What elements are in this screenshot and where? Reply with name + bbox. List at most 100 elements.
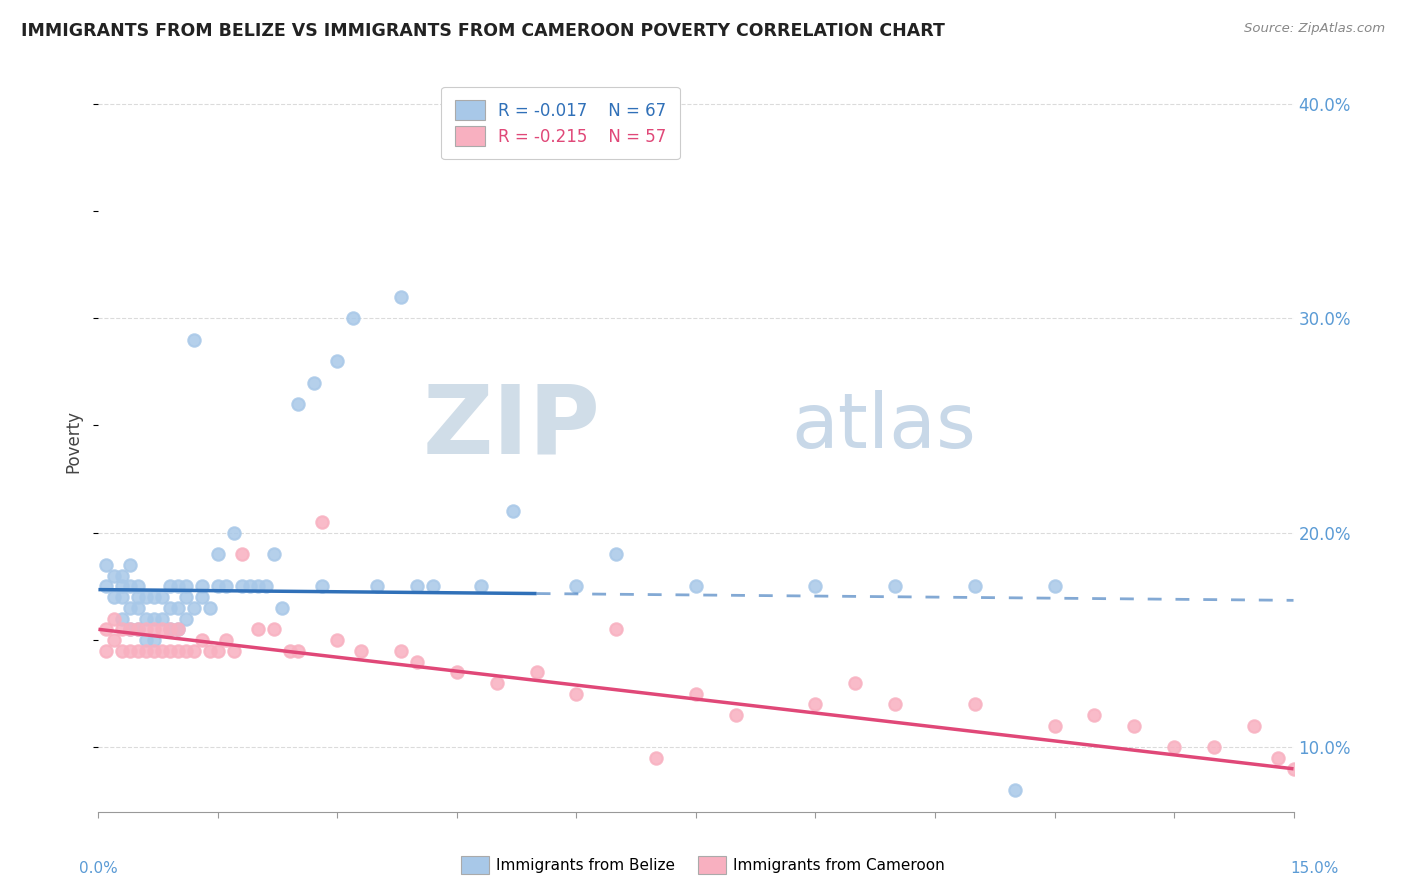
Point — [127, 644, 149, 658]
Point — [605, 623, 627, 637]
Point — [270, 600, 292, 615]
Point — [685, 579, 707, 593]
Text: 0.0%: 0.0% — [79, 861, 118, 876]
Point — [1004, 783, 1026, 797]
Point — [884, 698, 907, 712]
Point — [804, 698, 827, 712]
Point — [174, 590, 197, 604]
Text: ZIP: ZIP — [422, 380, 600, 474]
Point — [159, 600, 181, 615]
Point — [422, 579, 444, 593]
Point — [135, 611, 157, 625]
Point — [135, 644, 157, 658]
Point — [446, 665, 468, 680]
Point — [215, 633, 238, 648]
Text: 15.0%: 15.0% — [1291, 861, 1339, 876]
Point — [159, 623, 181, 637]
Point — [135, 590, 157, 604]
Point — [183, 644, 205, 658]
Point — [1202, 740, 1225, 755]
Text: atlas: atlas — [792, 390, 976, 464]
Point — [963, 579, 986, 593]
Point — [143, 623, 166, 637]
Point — [111, 568, 134, 582]
Point — [103, 590, 125, 604]
Point — [174, 611, 197, 625]
Point — [207, 579, 229, 593]
Point — [191, 579, 214, 593]
Point — [167, 623, 190, 637]
Point — [198, 600, 221, 615]
Point — [246, 623, 269, 637]
Point — [1083, 708, 1105, 723]
Point — [1163, 740, 1185, 755]
Y-axis label: Poverty: Poverty — [65, 410, 83, 473]
Point — [96, 623, 118, 637]
Point — [565, 579, 588, 593]
Point — [103, 611, 125, 625]
Point — [231, 579, 253, 593]
Point — [287, 397, 309, 411]
Point — [1123, 719, 1146, 733]
Point — [143, 611, 166, 625]
Point — [150, 644, 173, 658]
Point — [350, 644, 373, 658]
Point — [127, 623, 149, 637]
Text: IMMIGRANTS FROM BELIZE VS IMMIGRANTS FROM CAMEROON POVERTY CORRELATION CHART: IMMIGRANTS FROM BELIZE VS IMMIGRANTS FRO… — [21, 22, 945, 40]
Point — [565, 687, 588, 701]
Point — [311, 515, 333, 529]
Point — [120, 623, 142, 637]
Point — [605, 547, 627, 561]
Legend: R = -0.017    N = 67, R = -0.215    N = 57: R = -0.017 N = 67, R = -0.215 N = 57 — [441, 87, 679, 159]
Point — [222, 525, 245, 540]
Point — [96, 579, 118, 593]
Point — [302, 376, 325, 390]
Point — [502, 504, 524, 518]
Point — [135, 633, 157, 648]
Point — [1043, 579, 1066, 593]
Legend: Immigrants from Belize, Immigrants from Cameroon: Immigrants from Belize, Immigrants from … — [456, 850, 950, 880]
Point — [526, 665, 548, 680]
Point — [127, 590, 149, 604]
Point — [127, 623, 149, 637]
Point — [174, 644, 197, 658]
Point — [120, 600, 142, 615]
Point — [239, 579, 262, 593]
Point — [159, 623, 181, 637]
Point — [198, 644, 221, 658]
Point — [222, 644, 245, 658]
Point — [231, 547, 253, 561]
Point — [724, 708, 747, 723]
Point — [96, 644, 118, 658]
Text: Source: ZipAtlas.com: Source: ZipAtlas.com — [1244, 22, 1385, 36]
Point — [1243, 719, 1265, 733]
Point — [246, 579, 269, 593]
Point — [263, 547, 285, 561]
Point — [167, 600, 190, 615]
Point — [406, 655, 429, 669]
Point — [111, 590, 134, 604]
Point — [207, 644, 229, 658]
Point — [159, 579, 181, 593]
Point — [150, 623, 173, 637]
Point — [167, 623, 190, 637]
Point — [183, 600, 205, 615]
Point — [111, 579, 134, 593]
Point — [326, 633, 349, 648]
Point — [120, 579, 142, 593]
Point — [174, 579, 197, 593]
Point — [254, 579, 277, 593]
Point — [685, 687, 707, 701]
Point — [120, 623, 142, 637]
Point — [485, 676, 508, 690]
Point — [127, 600, 149, 615]
Point — [143, 590, 166, 604]
Point — [111, 623, 134, 637]
Point — [366, 579, 388, 593]
Point — [191, 590, 214, 604]
Point — [389, 644, 412, 658]
Point — [159, 644, 181, 658]
Point — [406, 579, 429, 593]
Point — [143, 644, 166, 658]
Point — [143, 633, 166, 648]
